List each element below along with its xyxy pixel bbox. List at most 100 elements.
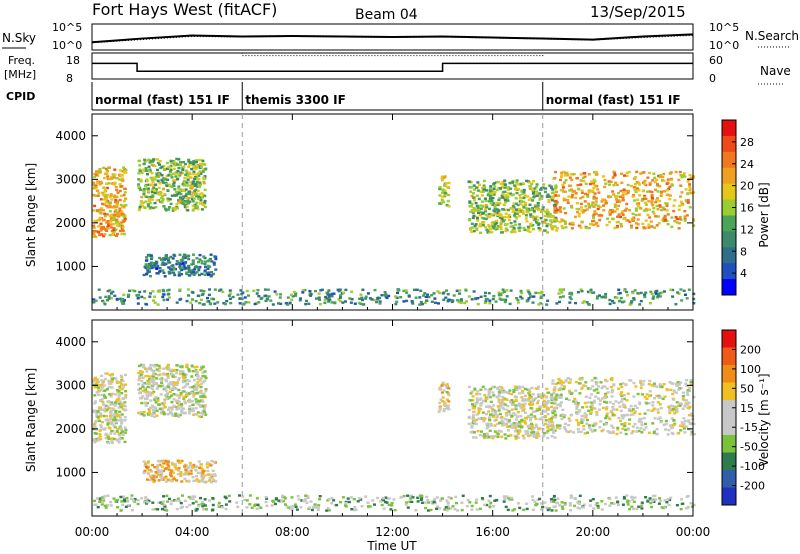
velocity-cell — [489, 413, 492, 416]
power-cell — [521, 210, 525, 213]
power-cell — [660, 291, 664, 294]
power-cell — [187, 165, 191, 169]
power-cell — [663, 208, 667, 211]
power-cell — [561, 186, 565, 189]
velocity-cell — [182, 376, 186, 379]
velocity-cell — [557, 377, 561, 381]
power-cell — [501, 192, 505, 196]
velocity-cell — [180, 480, 184, 483]
date-label: 13/Sep/2015 — [590, 3, 686, 21]
velocity-cell — [516, 411, 520, 414]
power-cell — [633, 188, 637, 192]
power-cell — [378, 300, 382, 303]
velocity-cell — [352, 498, 356, 501]
velocity-cell — [108, 407, 112, 410]
power-cell — [473, 224, 477, 227]
velocity-cell — [209, 481, 213, 484]
velocity-cell — [201, 365, 205, 368]
velocity-cell — [524, 430, 528, 433]
velocity-cell — [439, 499, 443, 502]
power-cell — [580, 290, 584, 293]
velocity-cell — [108, 422, 112, 425]
velocity-cell — [584, 384, 587, 388]
power-cell — [111, 173, 115, 176]
velocity-cell — [281, 494, 285, 497]
velocity-cell — [151, 478, 155, 481]
velocity-cell — [157, 384, 161, 387]
power-cell — [622, 188, 626, 191]
velocity-cell — [182, 407, 186, 410]
power-cell — [635, 181, 639, 184]
velocity-cell — [154, 401, 158, 404]
power-cell — [484, 199, 488, 203]
velocity-cell — [188, 472, 191, 475]
power-cell — [195, 160, 198, 164]
power-cell — [644, 197, 648, 200]
power-cell — [654, 188, 657, 191]
velocity-cell — [512, 422, 516, 425]
velocity-cell — [623, 414, 627, 417]
velocity-cell — [569, 494, 573, 497]
power-cell — [188, 200, 192, 203]
velocity-cell — [119, 401, 123, 405]
power-cell — [318, 298, 322, 301]
velocity-cell — [432, 500, 436, 504]
power-cell — [177, 261, 181, 265]
power-cell — [192, 170, 196, 173]
power-cell — [535, 183, 539, 186]
power-cell — [192, 207, 196, 210]
velocity-cell — [160, 410, 164, 413]
velocity-cell — [561, 507, 565, 510]
velocity-cell — [189, 469, 193, 472]
power-cell — [676, 291, 680, 294]
velocity-cell — [547, 507, 551, 510]
velocity-cell — [580, 421, 584, 424]
power-cell — [692, 302, 696, 305]
power-cell — [569, 173, 573, 176]
velocity-cell — [590, 408, 594, 411]
power-cell — [418, 296, 422, 299]
velocity-cell — [145, 502, 149, 505]
power-cell — [478, 214, 482, 217]
velocity-cell — [655, 394, 659, 398]
power-cell — [586, 195, 590, 198]
velocity-cell — [105, 372, 109, 375]
power-cell — [147, 197, 151, 200]
freq-line-1 — [92, 52, 693, 57]
power-cell — [395, 296, 399, 299]
velocity-cell — [501, 422, 505, 425]
power-cell — [536, 201, 540, 205]
velocity-cell — [518, 430, 522, 433]
velocity-cell — [592, 399, 596, 402]
velocity-cell — [113, 426, 117, 429]
power-cell — [101, 219, 105, 222]
velocity-cell — [510, 426, 514, 430]
velocity-cell — [150, 387, 154, 390]
velocity-cell — [136, 502, 140, 506]
velocity-cell — [496, 435, 500, 438]
velocity-cell — [143, 382, 147, 385]
velocity-cell — [202, 503, 206, 506]
power-cell — [168, 198, 172, 201]
power-cell — [655, 198, 659, 202]
power-cell — [191, 197, 194, 201]
power-cell — [677, 292, 681, 295]
power-cell — [488, 215, 492, 219]
power-cell — [560, 291, 564, 294]
power-cell — [570, 196, 574, 199]
power-cell — [555, 227, 559, 230]
power-cell — [113, 173, 117, 176]
power-cell — [592, 205, 596, 208]
power-cell — [115, 202, 119, 205]
velocity-cell — [162, 503, 166, 506]
velocity-cell — [330, 502, 334, 505]
velocity-cell — [118, 400, 122, 403]
power-cell — [671, 288, 675, 292]
power-cell — [680, 203, 684, 206]
velocity-cell — [163, 398, 167, 401]
power-cell — [634, 190, 638, 194]
power-cell — [662, 179, 666, 183]
power-cell — [194, 183, 198, 186]
velocity-cell — [559, 393, 563, 396]
velocity-cell — [497, 391, 501, 394]
